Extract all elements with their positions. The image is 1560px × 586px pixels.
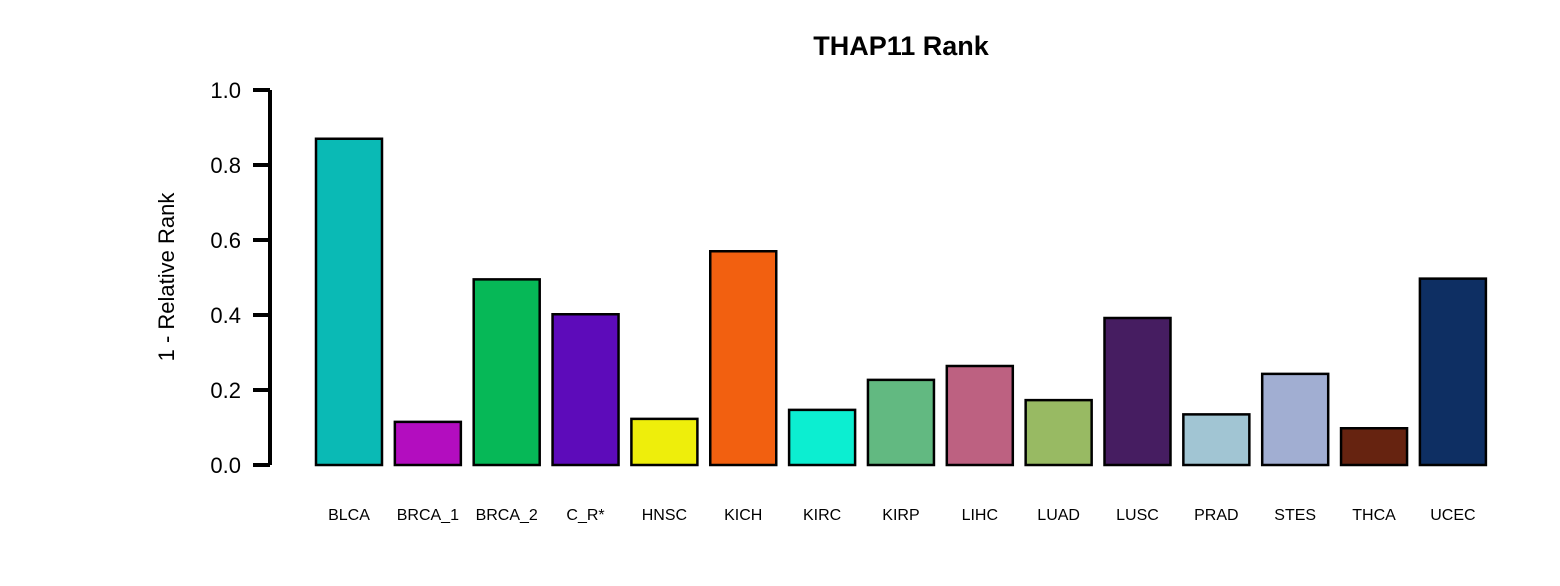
- x-tick-label: LUSC: [1116, 507, 1159, 524]
- bar-thca: [1339, 427, 1409, 467]
- bar-hnsc: [630, 417, 699, 467]
- bar-c-r-: [551, 313, 620, 467]
- bar-prad: [1182, 413, 1251, 467]
- x-tick-label: BRCA_2: [476, 507, 538, 524]
- y-tick-label: 0.2: [210, 378, 241, 403]
- y-tick-label: 0.4: [210, 303, 241, 328]
- bar-kirp: [866, 378, 936, 467]
- x-tick-label: BRCA_1: [397, 507, 459, 524]
- x-tick-label: KICH: [724, 507, 762, 524]
- bar-stes: [1260, 372, 1330, 467]
- y-tick-label: 0.8: [210, 153, 241, 178]
- x-tick-label: THCA: [1352, 507, 1396, 524]
- bar-brca-1: [393, 420, 463, 467]
- chart-title: THAP11 Rank: [813, 31, 990, 61]
- bar-kirc: [787, 408, 857, 467]
- x-tick-label: KIRC: [803, 507, 841, 524]
- bar-lihc: [945, 364, 1015, 467]
- y-tick-label: 0.0: [210, 453, 241, 478]
- bars: [314, 137, 1488, 467]
- bar-brca-2: [472, 278, 541, 467]
- bar-luad: [1024, 398, 1093, 467]
- bar-blca: [314, 137, 384, 467]
- x-tick-label: UCEC: [1430, 507, 1475, 524]
- x-axis-tick-labels: BLCA BRCA_1 BRCA_2 C_R* HNSC KICH KIRC KIRP LIHC…: [328, 507, 1475, 524]
- y-tick-label: 0.6: [210, 228, 241, 253]
- bar-kich: [709, 250, 778, 467]
- x-tick-label: PRAD: [1194, 507, 1238, 524]
- bar-ucec: [1418, 277, 1488, 467]
- y-axis: 0.0 0.2 0.4 0.6 0.8 1.0: [210, 78, 272, 478]
- x-tick-label: LUAD: [1037, 507, 1080, 524]
- bar-lusc: [1103, 316, 1172, 467]
- y-axis-label: 1 - Relative Rank: [154, 192, 179, 362]
- x-tick-label: BLCA: [328, 507, 370, 524]
- x-tick-label: LIHC: [962, 507, 998, 524]
- x-tick-label: STES: [1274, 507, 1316, 524]
- x-tick-label: HNSC: [642, 507, 687, 524]
- x-tick-label: C_R*: [566, 507, 604, 524]
- y-tick-label: 1.0: [210, 78, 241, 103]
- x-tick-label: KIRP: [882, 507, 919, 524]
